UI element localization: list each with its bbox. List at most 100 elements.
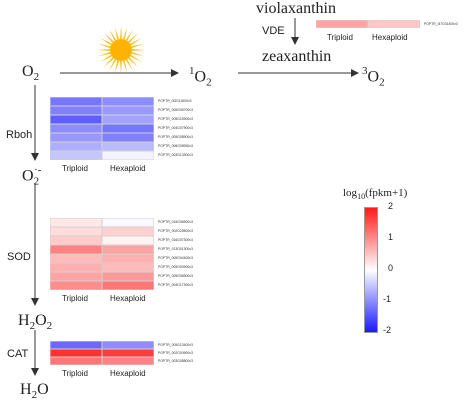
heatmap-rboh-cell xyxy=(102,124,154,133)
enzyme-cat: CAT xyxy=(7,348,29,360)
gene-label: POPTR_004G07900v3 xyxy=(158,126,193,130)
gene-label: POPTR_002G00900v3 xyxy=(158,351,193,355)
sun-ray xyxy=(97,51,111,57)
heatmap-vde-cell xyxy=(316,20,368,28)
heatmap-cat-col-triploid: Triploid xyxy=(62,369,88,378)
gene-label: POPTR_002G25500v3 xyxy=(158,229,193,233)
gene-label: POPTR_015G06900v3 xyxy=(158,220,193,224)
sun-ray xyxy=(114,26,120,40)
heatmap-cat-cell xyxy=(50,349,102,357)
heatmap-sod-cell xyxy=(50,245,102,254)
sun-ray xyxy=(120,60,122,74)
sun-ray xyxy=(120,26,122,40)
heatmap-rboh-cell xyxy=(50,97,102,106)
heatmap-cat-cell xyxy=(102,349,154,357)
heatmap-vde-cell xyxy=(368,20,420,28)
sun-ray xyxy=(131,43,145,49)
sun-ray xyxy=(109,58,117,71)
heatmap-vde-col-triploid: Triploid xyxy=(327,33,353,42)
heatmap-rboh-cell xyxy=(50,106,102,115)
metabolite-violaxanthin: violaxanthin xyxy=(256,0,336,17)
heatmap-sod-cell xyxy=(102,272,154,281)
heatmap-sod-cell xyxy=(50,218,102,227)
heatmap-sod-cell xyxy=(50,236,102,245)
heatmap-cat-cell xyxy=(50,357,102,365)
heatmap-cat-cell xyxy=(102,357,154,365)
gene-label: POPTR_005G05700v3 xyxy=(158,108,193,112)
sun-ray xyxy=(128,33,138,43)
heatmap-rboh-cell xyxy=(102,142,154,151)
heatmap-sod-cell xyxy=(50,227,102,236)
sun-ray xyxy=(122,26,128,40)
gene-label: POPTR_005G08900v3 xyxy=(158,135,193,139)
sun-ray xyxy=(128,57,138,67)
gene-label: POPTR_005G04400v3 xyxy=(158,256,193,260)
heatmap-rboh-cell xyxy=(102,133,154,142)
heatmap-rboh-cell xyxy=(50,142,102,151)
heatmap-rboh-cell xyxy=(102,115,154,124)
gene-label: POPTR_003G08800v3 xyxy=(158,359,193,363)
metabolite-singlet-o2: 1O2 xyxy=(189,65,212,89)
sun-ray xyxy=(125,29,133,42)
heatmap-sod-cell xyxy=(102,263,154,272)
legend-tick-label: -2 xyxy=(383,325,392,335)
legend-tick-label: -1 xyxy=(383,294,392,304)
heatmap-sod-cell xyxy=(102,218,154,227)
heatmap-sod-cell xyxy=(102,236,154,245)
legend-tick-label: 1 xyxy=(388,232,394,242)
heatmap-rboh-col-hexaploid: Hexaploid xyxy=(110,164,146,173)
heatmap-sod xyxy=(50,218,154,290)
legend-title: log10(fpkm+1) xyxy=(343,187,408,202)
sun-ray xyxy=(104,33,114,43)
enzyme-vde: VDE xyxy=(262,25,285,37)
heatmap-rboh-col-triploid: Triploid xyxy=(62,164,88,173)
gene-label: POPTR_004G17300v3 xyxy=(158,283,193,287)
metabolite-triplet-o2: 3O2 xyxy=(362,65,385,89)
enzyme-rboh: Rboh xyxy=(6,129,33,141)
gene-label: POPTR_005G15900v3 xyxy=(158,117,193,121)
sun-ray xyxy=(125,58,133,71)
sun-ray xyxy=(129,38,142,46)
heatmap-rboh-cell xyxy=(50,124,102,133)
heatmap-sod-cell xyxy=(50,272,102,281)
sun-ray xyxy=(114,60,120,74)
heatmap-sod-col-hexaploid: Hexaploid xyxy=(110,294,146,303)
gene-label: POPTR_003G13300v3 xyxy=(158,153,193,157)
gene-label: POPTR_013G01300v3 xyxy=(158,247,193,251)
gene-label: POPTR_0l3G11600v3 xyxy=(158,99,192,103)
sun-core xyxy=(110,39,132,61)
heatmap-sod-cell xyxy=(102,254,154,263)
heatmap-cat-cell xyxy=(50,341,102,349)
sun-ray xyxy=(100,54,113,62)
heatmap-sod-cell xyxy=(50,281,102,290)
legend-tick-label: 2 xyxy=(388,201,394,211)
gene-label: POPTR_005G13400v3 xyxy=(158,343,193,347)
sun-ray xyxy=(97,49,111,51)
sun-ray xyxy=(122,60,128,74)
gene-label: POPTR_005G00900v3 xyxy=(158,265,193,269)
heatmap-vde-gene-label: POPTR_0l7G01400v3 xyxy=(424,22,458,26)
sun-ray xyxy=(100,38,113,46)
sun-ray xyxy=(131,51,145,57)
metabolite-o2: O2 xyxy=(22,63,40,84)
legend-colorbar xyxy=(364,207,378,333)
heatmap-cat xyxy=(50,341,154,365)
heatmap-sod-cell xyxy=(102,281,154,290)
heatmap-cat-col-hexaploid: Hexaploid xyxy=(110,369,146,378)
heatmap-rboh-cell xyxy=(50,133,102,142)
gene-label: POPTR_006G08930v3 xyxy=(158,144,193,148)
sun-ray xyxy=(131,49,145,51)
heatmap-rboh-cell xyxy=(102,151,154,160)
heatmap-vde-col-hexaploid: Hexaploid xyxy=(372,33,408,42)
sun-ray xyxy=(104,57,114,67)
heatmap-cat-cell xyxy=(102,341,154,349)
sun-ray xyxy=(129,54,142,62)
heatmap-sod-cell xyxy=(50,263,102,272)
heatmap-rboh-cell xyxy=(50,151,102,160)
legend-ticks: 2 1 0 -1 -2 xyxy=(383,201,403,337)
heatmap-rboh-cell xyxy=(102,106,154,115)
heatmap-rboh xyxy=(50,97,154,160)
heatmap-sod-cell xyxy=(102,227,154,236)
